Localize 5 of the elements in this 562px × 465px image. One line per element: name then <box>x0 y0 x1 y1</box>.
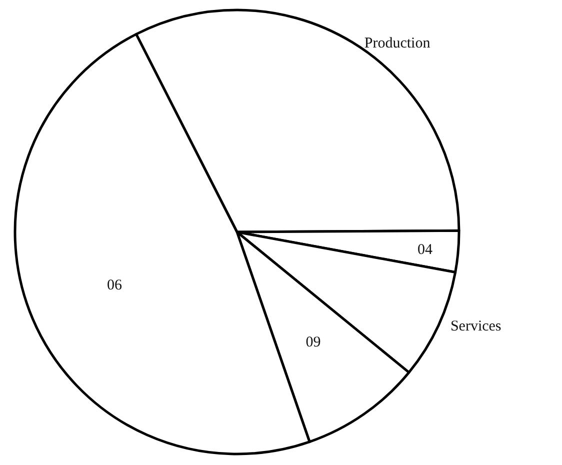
slice-label: Production <box>364 36 431 52</box>
slice-label: 06 <box>106 277 122 294</box>
slice-label: 09 <box>306 334 321 350</box>
slice-label: Services <box>450 318 502 335</box>
slice-label: 04 <box>417 242 433 258</box>
